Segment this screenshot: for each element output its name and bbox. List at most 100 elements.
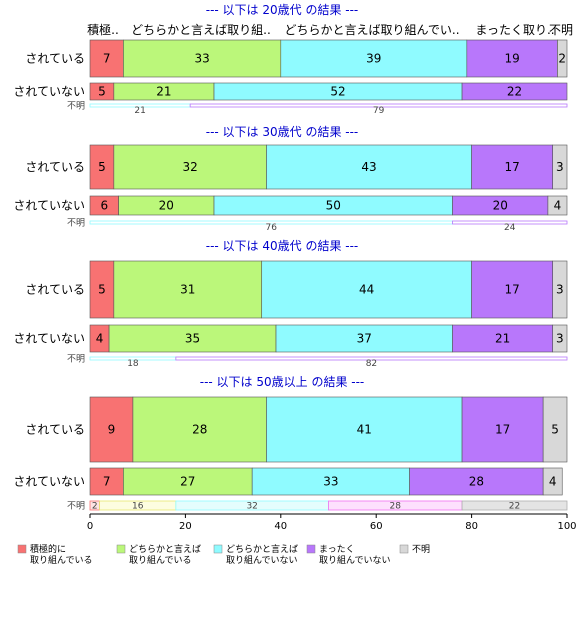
row-label: されていない	[13, 199, 85, 213]
legend-swatch	[399, 544, 409, 554]
bar-segment	[113, 260, 263, 319]
bar-segment	[89, 39, 124, 78]
data-label: 17	[495, 423, 510, 437]
data-label: 79	[373, 106, 385, 116]
panel-title: --- 以下は 20歳代 の結果 ---	[206, 3, 359, 17]
x-tick-label: 20	[179, 521, 192, 532]
data-label: 41	[357, 423, 372, 437]
bar-segment	[409, 467, 544, 496]
bar-segment	[123, 467, 253, 496]
unknown-row: 不明 21 79	[67, 101, 568, 116]
data-label: 2	[558, 52, 566, 66]
legend-label: 取り組んでいない	[319, 554, 391, 566]
bar-row: されている 5 31 44 17 3	[25, 260, 568, 319]
bar-segment	[471, 260, 553, 319]
data-label: 24	[504, 223, 516, 233]
bar-segment	[89, 396, 134, 463]
data-label: 27	[180, 475, 195, 489]
row-label: されている	[25, 160, 85, 174]
data-label: 20	[159, 199, 174, 213]
bar-segment	[189, 103, 568, 108]
data-label: 18	[127, 359, 139, 369]
data-label: 5	[98, 283, 106, 297]
bar-segment	[266, 144, 472, 190]
bar-segment	[175, 356, 568, 361]
data-label: 37	[357, 332, 372, 346]
bar-segment	[280, 39, 468, 78]
legend-label: どちらかと言えば	[226, 543, 298, 555]
row-label: されていない	[13, 475, 85, 489]
data-label: 20	[493, 199, 508, 213]
bar-segment	[542, 467, 563, 496]
bar-row: されている 5 32 43 17 3	[25, 144, 568, 190]
legend-swatch	[116, 544, 126, 554]
row-label: されている	[25, 52, 85, 66]
panel-title: --- 以下は 40歳代 の結果 ---	[206, 239, 359, 253]
data-label: 43	[361, 160, 376, 174]
data-label: 22	[509, 502, 520, 512]
column-header: 不明	[549, 23, 573, 37]
legend-label: 取り組んでいる	[129, 554, 192, 566]
row-label: されている	[25, 423, 85, 437]
legend-swatch	[213, 544, 223, 554]
unknown-row: 不明 18 82	[67, 354, 568, 369]
bar-segment	[552, 144, 568, 190]
data-label: 3	[556, 332, 564, 346]
bar-segment	[113, 144, 267, 190]
data-label: 28	[469, 475, 484, 489]
bar-row: されていない 6 20 50 20 4	[13, 195, 568, 216]
bar-segment	[266, 396, 463, 463]
bar-segment	[452, 220, 568, 225]
bar-segment	[461, 82, 568, 101]
chart-panel: --- 以下は 50歳以上 の結果 --- されている 9 28 41 17 5 されていない…	[13, 375, 568, 512]
x-tick-label: 60	[370, 521, 383, 532]
bar-segment	[251, 467, 410, 496]
bar-row: されていない 5 21 52 22	[13, 82, 568, 101]
legend-label: 積極的に	[30, 543, 66, 555]
unknown-row: 不明 2 16 32 28 22	[67, 500, 568, 512]
bar-segment	[552, 324, 568, 353]
data-label: 7	[103, 475, 111, 489]
column-header: どちらかと言えば取り組んでい..	[284, 23, 459, 37]
data-label: 3	[556, 283, 564, 297]
bar-segment	[452, 324, 553, 353]
legend-label: 取り組んでいない	[226, 554, 298, 566]
bar-row: されている 7 33 39 19 2	[25, 39, 568, 78]
bar-segment	[132, 396, 267, 463]
data-label: 4	[549, 475, 557, 489]
bar-segment	[108, 324, 277, 353]
chart-panel: --- 以下は 40歳代 の結果 --- されている 5 31 44 17 3 されていない 4…	[13, 239, 568, 369]
bar-segment	[557, 39, 568, 78]
legend-label: どちらかと言えば	[129, 543, 201, 555]
data-label: 39	[366, 52, 381, 66]
data-label: 52	[330, 85, 345, 99]
data-label: 35	[185, 332, 200, 346]
x-tick-label: 40	[274, 521, 287, 532]
unknown-row: 不明 76 24	[67, 218, 568, 233]
row-label: されていない	[13, 332, 85, 346]
data-label: 32	[246, 502, 257, 512]
data-label: 17	[505, 160, 520, 174]
bar-segment	[466, 39, 558, 78]
data-label: 5	[551, 423, 559, 437]
bar-segment	[461, 500, 568, 511]
bar-row: されていない 4 35 37 21 3	[13, 324, 568, 353]
x-tick-label: 100	[557, 521, 576, 532]
x-tick-label: 0	[87, 521, 93, 532]
data-label: 19	[505, 52, 520, 66]
legend-swatch	[17, 544, 27, 554]
chart-panel: --- 以下は 20歳代 の結果 --- されている 7 33 39 19 2 されていない 5…	[13, 3, 568, 116]
data-label: 6	[100, 199, 108, 213]
data-label: 7	[103, 52, 111, 66]
bar-segment	[461, 396, 544, 463]
row-label: 不明	[67, 354, 85, 365]
row-label: 不明	[67, 501, 85, 512]
data-label: 44	[359, 283, 374, 297]
bar-row: されていない 7 27 33 28 4	[13, 467, 563, 496]
panel-title: --- 以下は 50歳以上 の結果 ---	[200, 375, 365, 389]
column-header: まったく取り..	[475, 23, 554, 37]
legend-label: 不明	[412, 544, 430, 555]
